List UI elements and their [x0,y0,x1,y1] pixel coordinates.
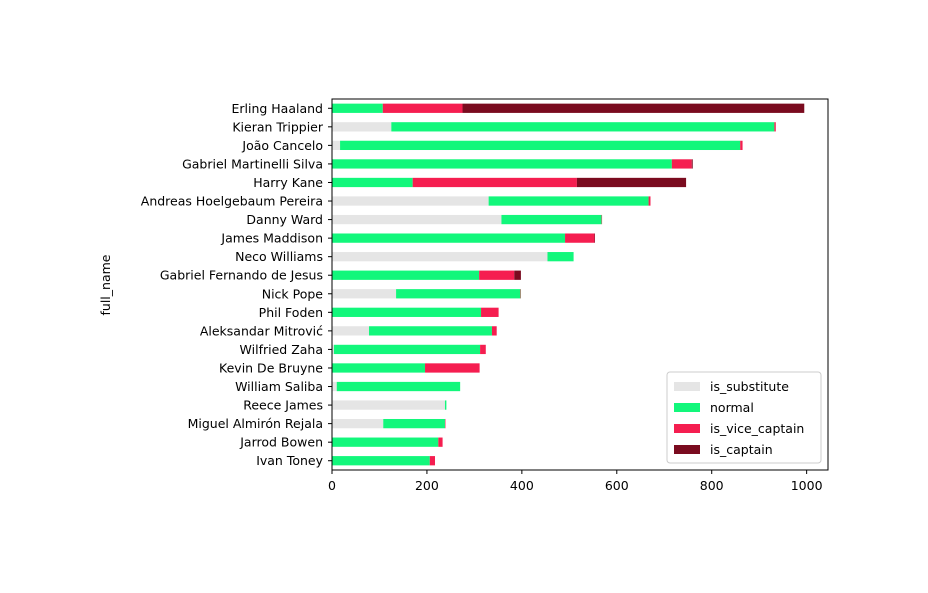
bar-reece-james-is-substitute [332,400,445,410]
bar-nick-pope-normal [396,289,521,299]
bar-kevin-de-bruyne-is-vice-captain [425,363,480,373]
legend-swatch-is-substitute [674,382,700,391]
bar-wilfried-zaha-is-substitute [332,344,334,355]
bar-joao-cancelo-is-substitute [332,140,341,151]
bar-kieran-trippier-is-substitute [332,122,392,132]
bar-aleksandar-mitrovic-normal [369,326,492,336]
y-tick-label: Erling Haaland [231,101,323,116]
y-tick-label: Wilfried Zaha [240,342,323,357]
y-tick-label: Kevin De Bruyne [219,360,323,375]
legend-swatch-normal [674,403,700,412]
bar-andreas-hoelgebaum-pereira-normal [488,196,649,206]
y-tick-label: Jarrod Bowen [239,435,323,450]
bar-harry-kane-is-captain [576,177,687,188]
bar-miguel-almiron-rejala-normal [383,418,445,429]
bar-neco-williams-normal [547,252,574,262]
bar-andreas-hoelgebaum-pereira-is-vice-captain [648,196,651,206]
bar-harry-kane-normal [332,177,413,188]
bar-reece-james-normal [444,400,447,410]
bar-kevin-de-bruyne-normal [332,363,426,373]
bar-erling-haaland-is-vice-captain [382,103,463,113]
y-tick-label: Nick Pope [262,286,324,301]
bar-gabriel-martinelli-silva-is-vice-captain [671,159,692,169]
legend-swatch-is-vice-captain [674,424,700,433]
y-axis-label: full_name [98,254,113,315]
y-tick-label: Gabriel Martinelli Silva [182,156,323,171]
y-tick-label: Danny Ward [246,212,323,227]
bar-ivan-toney-is-vice-captain [429,456,435,466]
y-tick-label: Reece James [243,398,323,413]
y-tick-label: Kieran Trippier [232,119,323,134]
x-tick-label: 1000 [791,478,823,493]
y-tick-label: William Saliba [235,379,323,394]
x-tick-label: 0 [328,478,336,493]
bar-wilfried-zaha-normal [333,344,481,355]
bar-andreas-hoelgebaum-pereira-is-substitute [332,196,489,206]
bar-joao-cancelo-is-vice-captain [740,140,743,151]
bar-william-saliba-is-substitute [332,381,337,392]
bar-gabriel-martinelli-silva-is-captain [691,159,693,169]
bar-neco-williams-is-substitute [332,252,548,262]
x-axis-ticks: 0 200 400 600 800 1000 [328,470,823,493]
bar-kieran-trippier-is-vice-captain [774,122,776,132]
y-tick-label: Miguel Almirón Rejala [188,416,323,431]
bar-wilfried-zaha-is-vice-captain [480,344,486,355]
y-tick-label: James Maddison [220,231,323,246]
bar-harry-kane-is-vice-captain [412,177,577,188]
bar-phil-foden-normal [332,307,482,317]
y-tick-label: Ivan Toney [256,453,323,468]
bar-danny-ward-normal [501,214,602,225]
y-tick-label: Andreas Hoelgebaum Pereira [141,194,323,209]
bar-gabriel-martinelli-silva-normal [332,159,672,169]
bar-erling-haaland-normal [332,103,383,113]
y-tick-label: Phil Foden [259,305,323,320]
bar-phil-foden-is-vice-captain [481,307,499,317]
y-tick-label: Gabriel Fernando de Jesus [160,268,323,283]
bar-gabriel-fernando-de-jesus-normal [332,270,480,280]
y-tick-label: Neco Williams [235,249,323,264]
bar-jarrod-bowen-is-vice-captain [438,437,443,447]
x-tick-label: 600 [605,478,629,493]
y-tick-label: Harry Kane [253,175,323,190]
y-tick-label: Aleksandar Mitrović [200,323,323,338]
bar-kieran-trippier-normal [391,122,775,132]
legend-label-normal: normal [710,400,754,415]
legend-label-is-vice-captain: is_vice_captain [710,421,804,436]
bar-jarrod-bowen-normal [332,437,439,447]
bar-joao-cancelo-normal [340,140,741,151]
bar-nick-pope-is-substitute [332,289,397,299]
y-tick-label: João Cancelo [241,138,323,153]
y-axis-ticks: Erling Haaland Kieran Trippier João Cancel… [141,101,332,468]
bars-layer [332,103,805,466]
bar-ivan-toney-normal [332,456,430,466]
bar-gabriel-fernando-de-jesus-is-captain [514,270,521,280]
legend-label-is-substitute: is_substitute [710,379,789,394]
bar-aleksandar-mitrovic-is-vice-captain [491,326,497,336]
bar-danny-ward-is-substitute [332,214,502,225]
axes-frame [331,98,829,471]
x-tick-label: 200 [415,478,439,493]
bar-erling-haaland-is-captain [462,103,805,113]
bar-james-maddison-is-vice-captain [565,233,595,243]
legend-swatch-is-captain [674,445,700,454]
x-tick-label: 400 [510,478,534,493]
bar-miguel-almiron-rejala-is-substitute [332,418,384,429]
bar-gabriel-fernando-de-jesus-is-vice-captain [479,270,515,280]
x-tick-label: 800 [700,478,724,493]
bar-james-maddison-normal [332,233,566,243]
legend-box [666,371,822,464]
bar-william-saliba-normal [336,381,461,392]
legend-label-is-captain: is_captain [710,442,773,457]
bar-aleksandar-mitrovic-is-substitute [332,326,370,336]
